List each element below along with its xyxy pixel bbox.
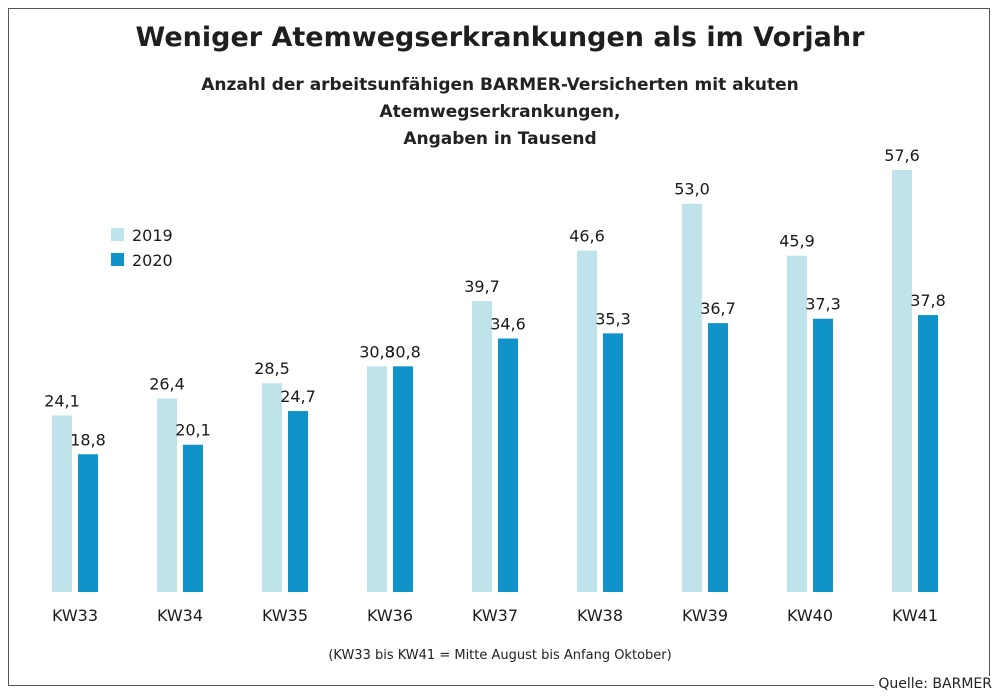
bar-2020-kw37 xyxy=(498,338,518,592)
value-label-2019-kw41: 57,6 xyxy=(884,146,920,165)
legend-swatch-2020 xyxy=(111,253,124,266)
category-label-kw36: KW36 xyxy=(367,606,413,625)
bar-2020-kw33 xyxy=(78,454,98,592)
chart-frame xyxy=(8,8,990,686)
chart-subtitle-line-2: Angaben in Tausend xyxy=(403,129,597,149)
value-label-2020-kw38: 35,3 xyxy=(595,309,631,328)
bar-2019-kw38 xyxy=(577,250,597,592)
category-label-kw41: KW41 xyxy=(892,606,938,625)
bar-2019-kw40 xyxy=(787,255,807,592)
chart-title: Weniger Atemwegserkrankungen als im Vorj… xyxy=(135,22,865,53)
value-label-2019-kw34: 26,4 xyxy=(149,375,185,394)
legend-swatch-2019 xyxy=(111,228,124,241)
bar-2020-kw41 xyxy=(918,315,938,592)
value-label-2020-kw33: 18,8 xyxy=(70,430,106,449)
value-labels: 24,1 18,8 26,4 20,1 28,5 24,7 30,830,8 39,7 34,6… xyxy=(44,146,946,449)
source-note: Quelle: BARMER xyxy=(874,676,992,692)
value-label-2019-kw33: 24,1 xyxy=(44,391,80,410)
bar-2020-kw39 xyxy=(708,323,728,592)
category-label-kw39: KW39 xyxy=(682,606,728,625)
category-label-kw34: KW34 xyxy=(157,606,203,625)
chart-subtitle-line-1: Anzahl der arbeitsunfähigen BARMER-Versi… xyxy=(201,75,799,122)
bar-2020-kw40 xyxy=(813,318,833,592)
value-label-2020-kw41: 37,8 xyxy=(910,291,946,310)
value-label-2020-kw35: 24,7 xyxy=(280,387,316,406)
bar-2019-kw36 xyxy=(367,366,387,592)
value-label-2019-kw36: 30,8 xyxy=(359,342,395,361)
value-label-2019-kw38: 46,6 xyxy=(569,227,605,246)
value-label-2020-kw39: 36,7 xyxy=(700,299,736,318)
value-label-2020-kw34: 20,1 xyxy=(175,421,211,440)
category-label-kw40: KW40 xyxy=(787,606,833,625)
bar-2020-kw36 xyxy=(393,366,413,592)
value-label-2020-kw40: 37,3 xyxy=(805,295,841,314)
bar-2019-kw39 xyxy=(682,203,702,592)
footnote: (KW33 bis KW41 = Mitte August bis Anfang… xyxy=(328,648,672,663)
value-label-2020-kw36: 30,8 xyxy=(385,342,421,361)
legend-label-2019: 2019 xyxy=(132,226,173,245)
value-label-2019-kw37: 39,7 xyxy=(464,277,500,296)
bar-2020-kw38 xyxy=(603,333,623,592)
bar-2020-kw35 xyxy=(288,411,308,592)
value-label-2019-kw39: 53,0 xyxy=(674,180,710,199)
bar-2019-kw37 xyxy=(472,301,492,592)
category-labels: KW33 KW34 KW35 KW36 KW37 KW38 KW39 KW40 KW41 xyxy=(52,606,938,625)
bar-2019-kw41 xyxy=(892,170,912,592)
bars xyxy=(52,170,938,592)
category-label-kw37: KW37 xyxy=(472,606,518,625)
bar-2019-kw34 xyxy=(157,398,177,592)
bar-2020-kw34 xyxy=(183,444,203,592)
chart-subtitle: Anzahl der arbeitsunfähigen BARMER-Versi… xyxy=(100,72,900,153)
category-label-kw33: KW33 xyxy=(52,606,98,625)
legend-label-2020: 2020 xyxy=(132,251,173,270)
value-label-2020-kw37: 34,6 xyxy=(490,315,526,334)
category-label-kw38: KW38 xyxy=(577,606,623,625)
legend: 2019 2020 xyxy=(111,226,173,270)
category-label-kw35: KW35 xyxy=(262,606,308,625)
bar-2019-kw33 xyxy=(52,415,72,592)
bar-2019-kw35 xyxy=(262,383,282,592)
value-label-2019-kw40: 45,9 xyxy=(779,232,815,251)
value-label-2019-kw35: 28,5 xyxy=(254,359,290,378)
